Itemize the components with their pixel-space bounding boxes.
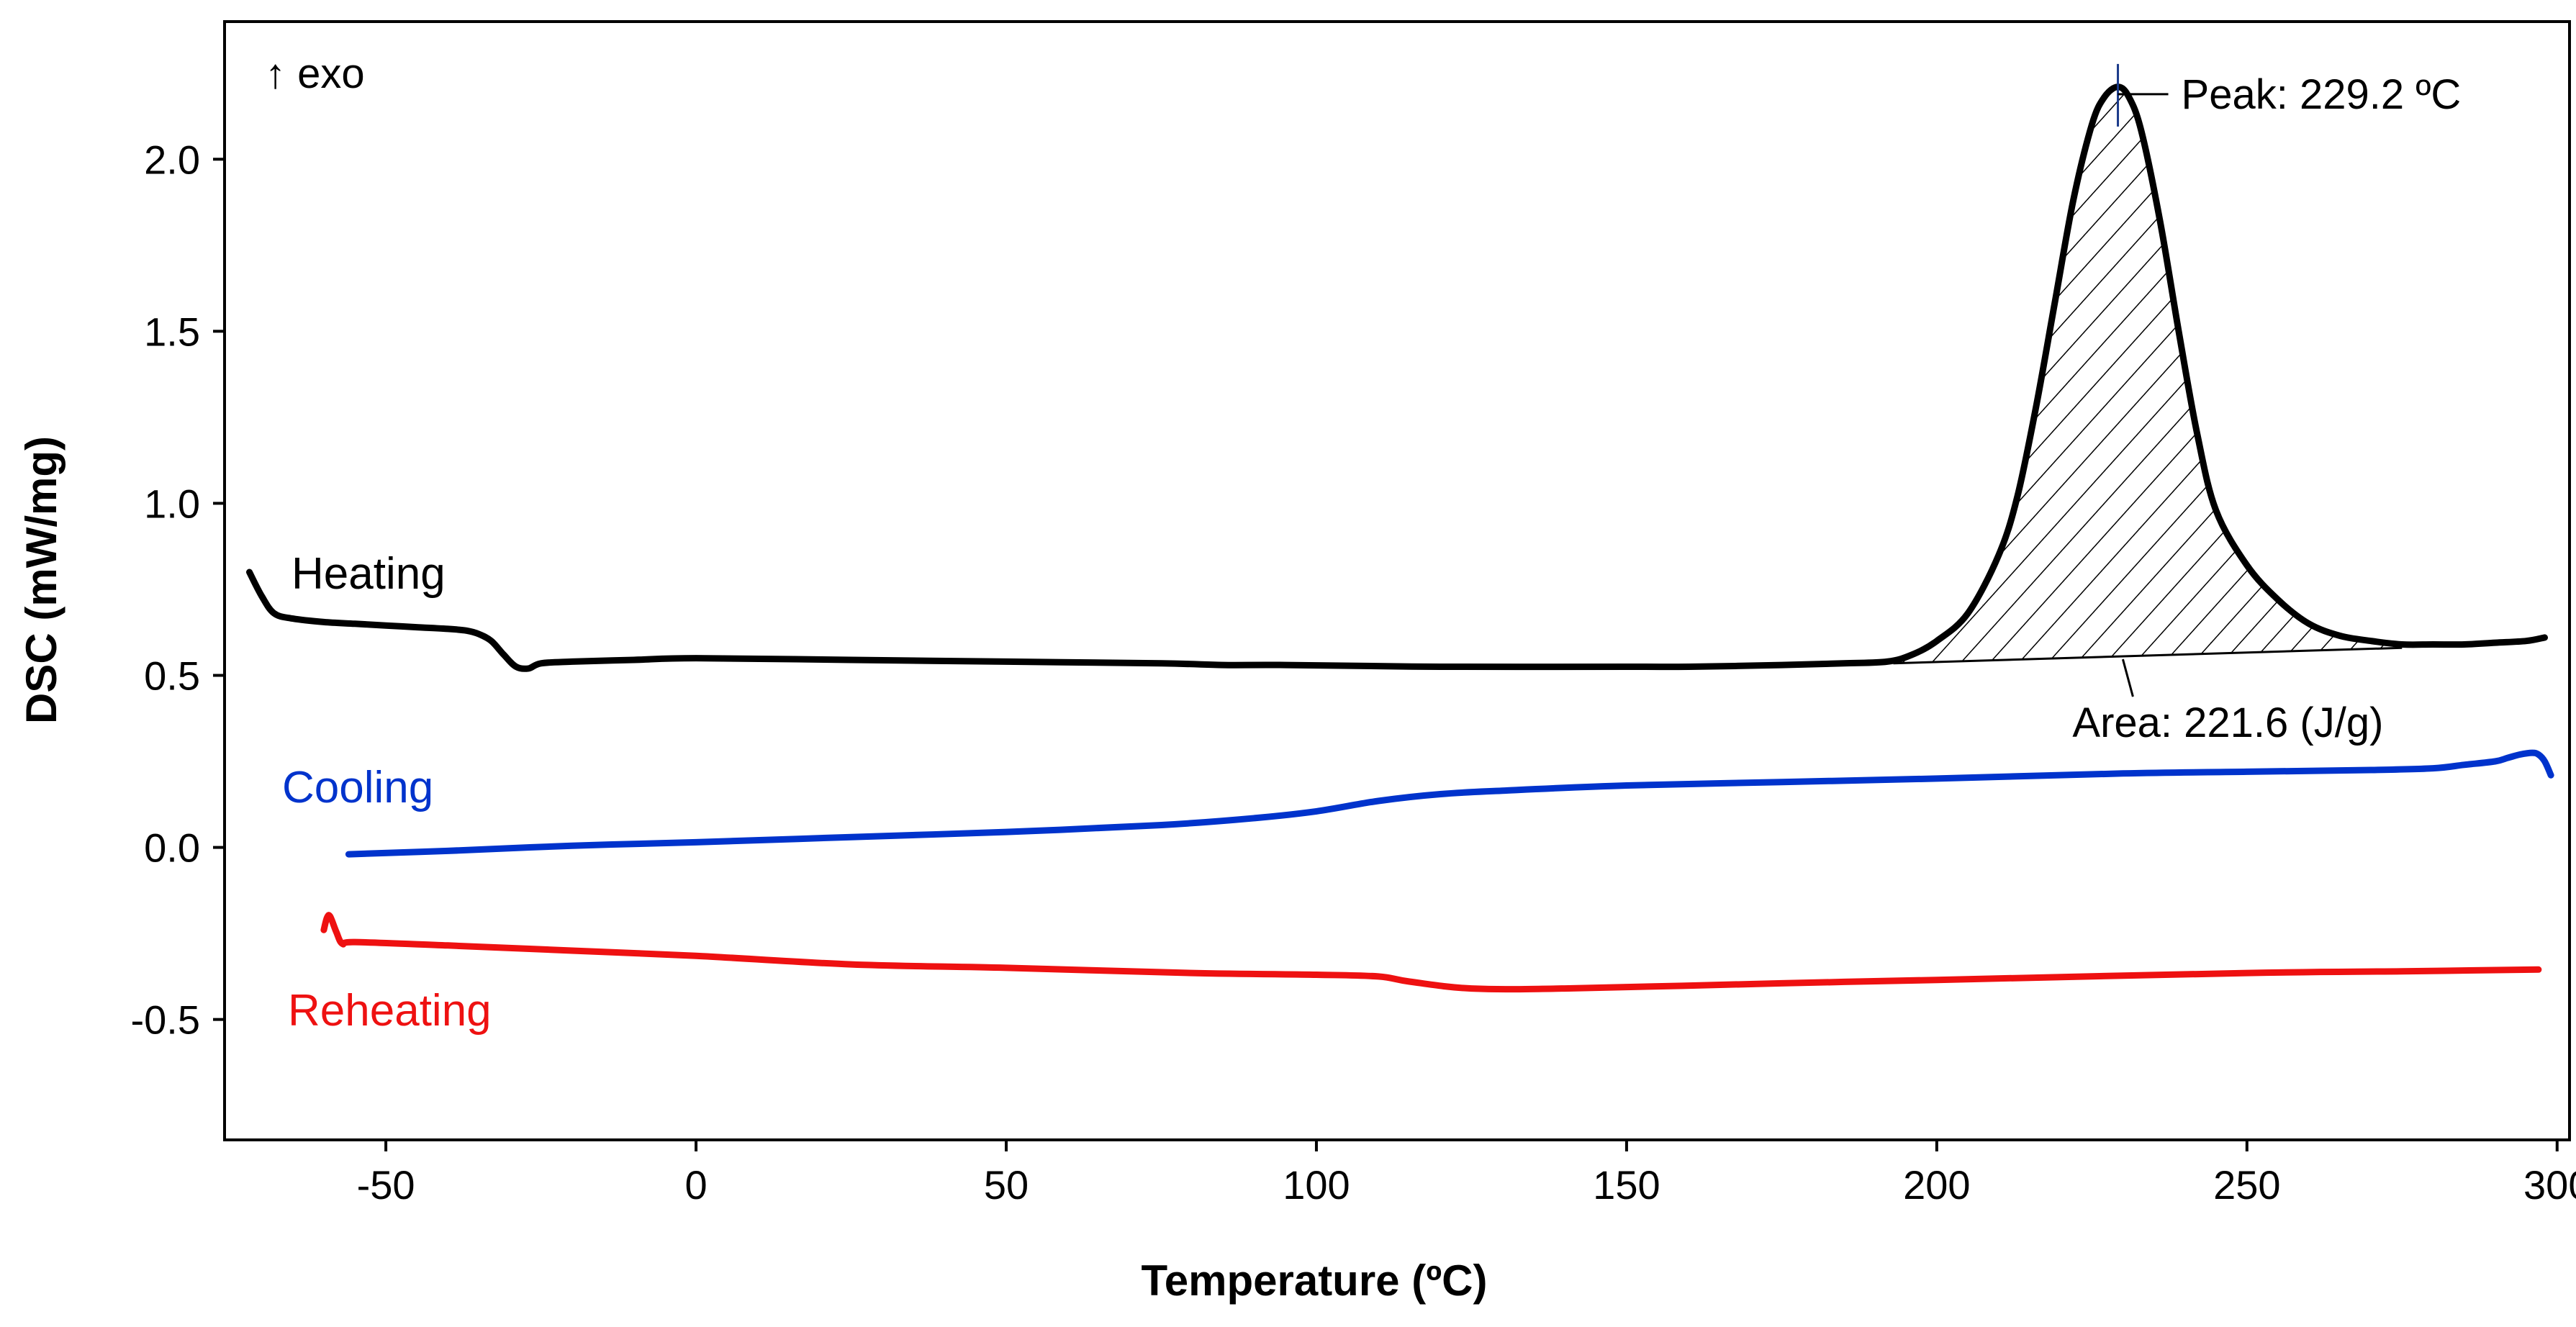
exo-annotation: ↑ exo xyxy=(265,50,365,97)
x-tick-label: 200 xyxy=(1903,1162,1970,1208)
area-leader-line xyxy=(2121,658,2134,697)
y-axis: -0.5 0.0 0.5 1.0 1.5 2.0 xyxy=(131,137,225,1043)
y-tick-label: 0.0 xyxy=(144,825,200,871)
cooling-curve xyxy=(345,749,2554,858)
x-axis-title: Temperature (ºC) xyxy=(1142,1256,1488,1305)
x-tick-label: 0 xyxy=(684,1162,707,1208)
x-tick-label: 100 xyxy=(1283,1162,1350,1208)
y-tick-label: 0.5 xyxy=(144,653,200,698)
x-tick-label: 300 xyxy=(2523,1162,2576,1208)
series-layer xyxy=(246,83,2554,993)
y-tick-label: -0.5 xyxy=(131,997,201,1043)
y-axis-title: DSC (mW/mg) xyxy=(17,436,65,724)
series-label-heating: Heating xyxy=(292,549,446,599)
x-axis: -50 0 50 100 150 200 250 300 xyxy=(357,1140,2576,1208)
series-label-reheating: Reheating xyxy=(288,986,492,1036)
x-tick-label: -50 xyxy=(357,1162,415,1208)
x-tick-label: 250 xyxy=(2213,1162,2280,1208)
peak-annotation: Peak: 229.2 ºC xyxy=(2182,71,2462,118)
y-tick-label: 2.0 xyxy=(144,137,200,182)
x-tick-label: 50 xyxy=(984,1162,1029,1208)
x-tick-label: 150 xyxy=(1593,1162,1660,1208)
plot-area-frame xyxy=(223,20,2571,1141)
reheating-curve xyxy=(320,912,2542,993)
heating-curve xyxy=(246,83,2548,672)
series-label-cooling: Cooling xyxy=(282,763,433,812)
y-tick-label: 1.5 xyxy=(144,309,200,354)
peak-area-baseline xyxy=(1893,646,2403,665)
y-tick-label: 1.0 xyxy=(144,481,200,526)
peak-area-hatch xyxy=(1893,86,2403,664)
area-annotation: Area: 221.6 (J/g) xyxy=(2072,699,2383,746)
